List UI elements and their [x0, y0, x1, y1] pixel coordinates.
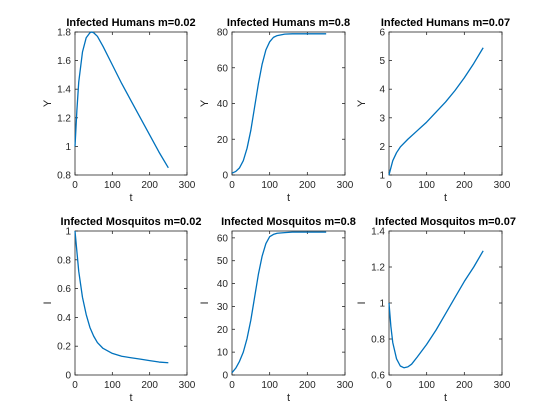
subplot-6: 0 100 200 300 0.6 0.8 1 1.2 1.4 t I Infected Mosqui… — [356, 216, 516, 404]
subplot-5: 0 100 200 300 0 10 20 30 40 50 60 t I Infected Mosqui… — [199, 216, 356, 404]
x-tick-label: 300 — [179, 380, 196, 391]
x-tick-label: 100 — [104, 180, 121, 191]
series-line — [388, 47, 484, 176]
y-tick-label: 0.6 — [57, 284, 71, 295]
y-tick-label: 1.2 — [57, 113, 71, 124]
y-tick-label: 6 — [379, 28, 385, 39]
subplot-title: Infected Humans m=0.07 — [381, 17, 510, 29]
x-tick-label: 200 — [456, 380, 473, 391]
x-tick-label: 100 — [261, 180, 278, 191]
y-tick-label: 0.4 — [57, 313, 71, 324]
x-axis-label: t — [444, 392, 447, 404]
y-tick-label: 1 — [379, 299, 385, 310]
x-tick-label: 0 — [386, 180, 392, 191]
y-tick-label: 20 — [217, 135, 229, 146]
y-tick-label: 3 — [379, 113, 385, 124]
subplot-4: 0 100 200 300 0 0.2 0.4 0.6 0.8 1 t I Infected Mosqu… — [42, 216, 201, 404]
x-tick-label: 100 — [261, 380, 278, 391]
x-tick-label: 300 — [494, 180, 511, 191]
y-tick-label: 10 — [217, 348, 229, 359]
y-tick-label: 1.8 — [57, 28, 71, 39]
series-line — [388, 250, 484, 369]
y-tick-label: 1.4 — [57, 85, 71, 96]
series-line — [74, 31, 169, 169]
y-tick-label: 40 — [217, 279, 229, 290]
x-axis-label: t — [444, 192, 447, 204]
y-axis-label: Y — [356, 99, 368, 107]
y-tick-label: 40 — [217, 99, 229, 110]
subplot-title: Infected Humans m=0.8 — [227, 17, 350, 29]
x-tick-label: 0 — [386, 380, 392, 391]
y-tick-label: 0.6 — [371, 371, 385, 382]
x-tick-label: 200 — [141, 180, 158, 191]
y-tick-label: 1 — [379, 171, 385, 182]
y-tick-label: 0 — [65, 371, 71, 382]
x-tick-label: 100 — [104, 380, 121, 391]
subplot-1: 0 100 200 300 0.8 1 1.2 1.4 1.6 1.8 t Y Infected Hum… — [42, 17, 196, 204]
x-tick-label: 0 — [72, 180, 78, 191]
y-tick-label: 30 — [217, 302, 229, 313]
subplot-3: 0 100 200 300 1 2 3 4 5 6 t Y Infected Humans m=0.07 — [356, 17, 511, 204]
y-axis-label: I — [42, 301, 54, 304]
y-tick-label: 5 — [379, 56, 385, 67]
x-tick-label: 200 — [299, 180, 316, 191]
plot-area-box — [74, 31, 188, 176]
plot-area-box — [74, 230, 188, 376]
x-axis-label: t — [129, 392, 132, 404]
x-tick-label: 100 — [418, 380, 435, 391]
x-tick-label: 0 — [229, 380, 235, 391]
x-tick-label: 200 — [299, 380, 316, 391]
subplot-2: 0 100 200 300 0 20 40 60 80 t Y Infected Humans m=0… — [199, 17, 354, 204]
x-axis-label: t — [287, 392, 290, 404]
y-tick-label: 1 — [65, 227, 71, 238]
x-axis-label: t — [287, 192, 290, 204]
x-tick-label: 0 — [72, 380, 78, 391]
subplot-title: Infected Mosquitos m=0.02 — [61, 216, 202, 228]
y-tick-label: 1.6 — [57, 56, 71, 67]
x-tick-label: 300 — [494, 380, 511, 391]
y-tick-label: 0.8 — [57, 255, 71, 266]
x-tick-label: 200 — [141, 380, 158, 391]
y-tick-label: 0 — [222, 171, 228, 182]
y-axis-label: I — [356, 301, 368, 304]
series-line — [231, 33, 327, 174]
y-tick-label: 0.8 — [57, 171, 71, 182]
y-tick-label: 1 — [65, 142, 71, 153]
y-tick-label: 60 — [217, 233, 229, 244]
y-tick-label: 0 — [222, 371, 228, 382]
x-axis-label: t — [129, 192, 132, 204]
y-tick-label: 1.4 — [371, 227, 385, 238]
x-tick-label: 200 — [456, 180, 473, 191]
y-tick-label: 1.2 — [371, 263, 385, 274]
y-tick-label: 4 — [379, 85, 385, 96]
y-tick-label: 2 — [379, 142, 385, 153]
x-tick-label: 300 — [337, 380, 354, 391]
subplot-title: Infected Mosquitos m=0.8 — [221, 216, 356, 228]
y-axis-label: I — [199, 301, 211, 304]
x-tick-label: 300 — [337, 180, 354, 191]
x-tick-label: 100 — [418, 180, 435, 191]
y-tick-label: 80 — [217, 28, 229, 39]
series-line — [231, 231, 327, 374]
x-tick-label: 0 — [229, 180, 235, 191]
y-axis-label: Y — [199, 99, 211, 107]
y-tick-label: 20 — [217, 325, 229, 336]
y-axis-label: Y — [42, 99, 54, 107]
subplot-title: Infected Humans m=0.02 — [66, 17, 195, 29]
y-tick-label: 0.2 — [57, 342, 71, 353]
plot-area-box — [231, 230, 346, 376]
series-line — [74, 230, 169, 364]
plot-area-box — [388, 31, 503, 176]
x-tick-label: 300 — [179, 180, 196, 191]
subplot-title: Infected Mosquitos m=0.07 — [375, 216, 516, 228]
y-tick-label: 60 — [217, 63, 229, 74]
y-tick-label: 50 — [217, 256, 229, 267]
y-tick-label: 0.8 — [371, 335, 385, 346]
